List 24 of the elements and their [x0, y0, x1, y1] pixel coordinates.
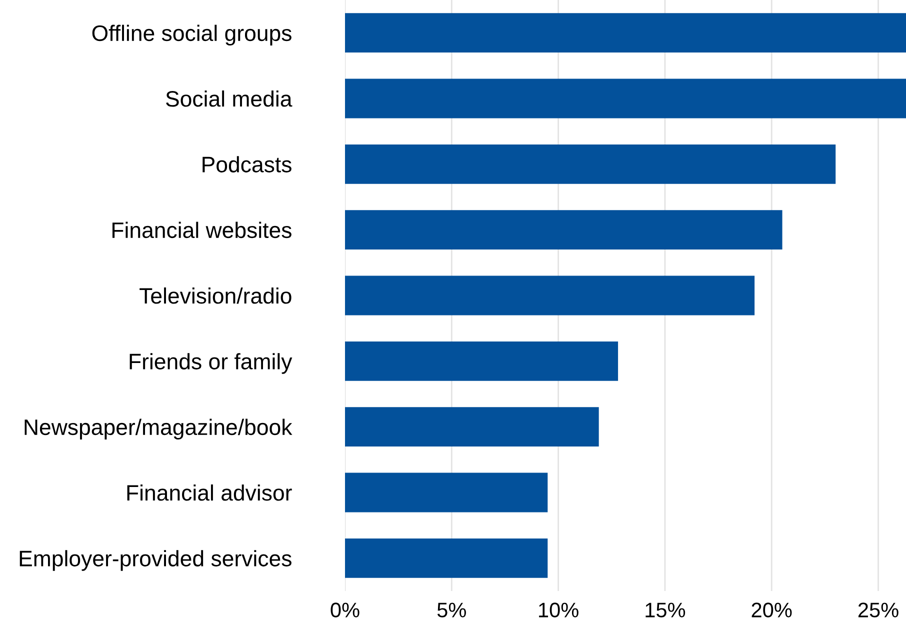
x-tick-label: 20%	[752, 602, 792, 618]
bar	[345, 276, 755, 316]
bar	[345, 538, 548, 578]
bar	[345, 13, 906, 53]
y-tick-label: Television/radio	[140, 287, 292, 304]
y-tick-label: Financial advisor	[127, 484, 292, 501]
bar	[345, 144, 836, 184]
bar	[345, 407, 599, 447]
y-tick-label: Offline social groups	[92, 24, 292, 46]
y-tick-label: Friends or family	[130, 353, 292, 374]
x-tick-label: 25%	[858, 602, 898, 618]
y-tick-label: Podcasts	[202, 156, 292, 172]
y-tick-label: Employer-provided services	[20, 550, 292, 571]
y-tick-label: Financial websites	[112, 222, 292, 238]
y-tick-label: Social media	[166, 90, 292, 107]
x-tick-label: 15%	[646, 602, 686, 618]
y-tick-label: Newspaper/magazine/book	[24, 418, 292, 440]
bar	[345, 341, 618, 381]
bar	[345, 210, 782, 250]
x-tick-label: 10%	[539, 602, 578, 618]
bar	[345, 472, 548, 512]
x-tick-label: 5%	[437, 602, 466, 618]
x-tick-label: 0%	[330, 602, 360, 618]
bar	[345, 78, 906, 118]
